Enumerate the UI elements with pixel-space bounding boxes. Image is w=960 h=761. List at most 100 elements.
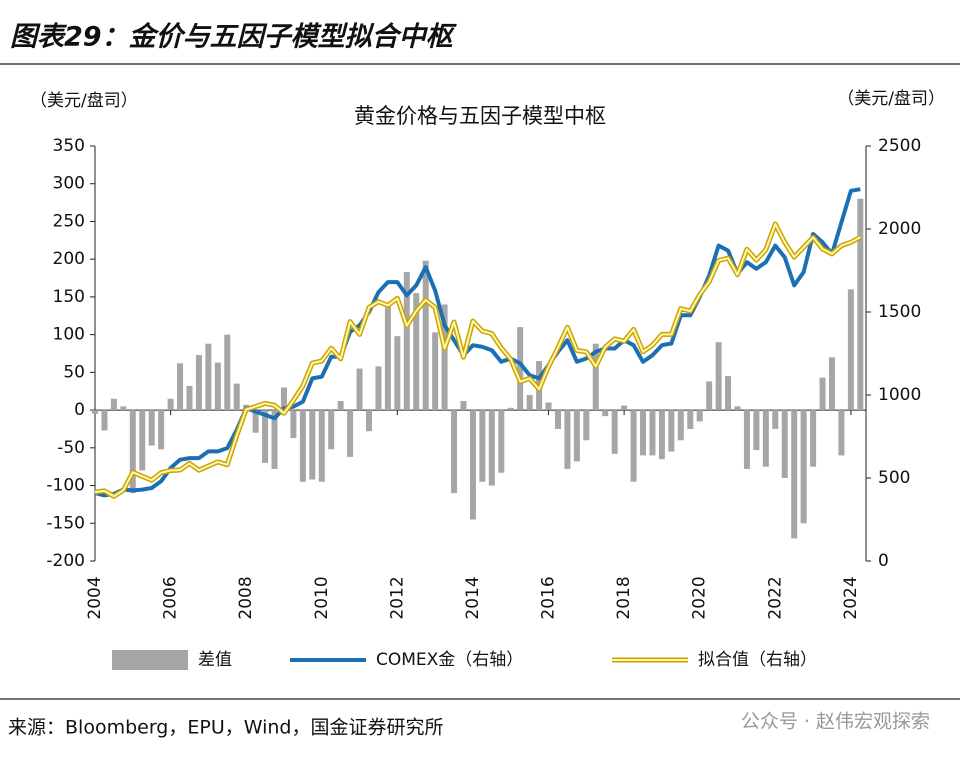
chart-title: 黄金价格与五因子模型中枢 — [354, 104, 606, 128]
legend-label: 差值 — [198, 650, 232, 670]
bar — [554, 410, 561, 429]
bar — [545, 402, 552, 411]
bar — [498, 410, 505, 473]
bar — [148, 410, 155, 446]
y-tick-label: 0 — [74, 400, 85, 420]
bar — [857, 198, 864, 411]
y-tick-label: 250 — [53, 211, 85, 231]
bar — [696, 410, 703, 422]
y-tick-label: -200 — [46, 551, 85, 571]
bar — [403, 272, 410, 411]
y-tick-label: -50 — [57, 438, 85, 458]
legend-label: COMEX金（右轴） — [376, 650, 523, 670]
bar — [299, 410, 306, 482]
bar — [460, 401, 467, 411]
bar — [800, 410, 807, 524]
bar — [715, 342, 722, 411]
bar — [158, 410, 165, 450]
bar — [838, 410, 845, 456]
bar — [630, 410, 637, 482]
bar — [186, 385, 193, 411]
bar — [734, 406, 741, 411]
bar — [252, 410, 259, 433]
y2-tick-label: 1500 — [878, 302, 921, 322]
bar — [224, 334, 231, 411]
y2-tick-label: 1000 — [878, 385, 921, 405]
bar — [573, 410, 580, 462]
bar — [469, 410, 476, 520]
source: 来源：Bloomberg，EPU，Wind，国金证券研究所 — [8, 717, 443, 739]
y2-axis-label: （美元/盘司） — [837, 89, 945, 109]
y2-tick-label: 2500 — [878, 136, 921, 156]
y2-tick-label: 500 — [878, 468, 910, 488]
bar — [375, 366, 382, 411]
header-title: 图表29：金价与五因子模型拟合中枢 — [10, 22, 458, 53]
x-tick-label: 2016 — [539, 576, 559, 619]
x-tick-label: 2022 — [765, 576, 785, 619]
bar — [743, 410, 750, 469]
bar — [649, 410, 656, 456]
bar — [262, 410, 269, 463]
bar — [847, 289, 854, 411]
bar — [828, 357, 835, 411]
y-tick-label: 150 — [53, 287, 85, 307]
bar — [432, 332, 439, 411]
bar — [583, 410, 590, 441]
bar — [526, 395, 533, 411]
bar — [611, 410, 618, 454]
bar — [640, 410, 647, 456]
bar — [233, 383, 240, 411]
bar — [658, 410, 665, 460]
bar — [129, 410, 136, 494]
bar — [356, 368, 363, 411]
bar — [167, 398, 174, 411]
bar — [271, 410, 278, 469]
bar — [205, 343, 212, 411]
x-tick-label: 2012 — [387, 576, 407, 619]
line — [94, 223, 861, 498]
bar — [781, 410, 788, 478]
bar — [214, 362, 221, 411]
bar — [413, 293, 420, 411]
bar — [517, 327, 524, 411]
bar — [101, 410, 108, 431]
bar — [668, 410, 675, 452]
x-tick-label: 2008 — [236, 576, 256, 619]
bar — [318, 410, 325, 482]
bar — [592, 343, 599, 411]
bar — [810, 410, 817, 467]
bar — [753, 410, 760, 451]
bar — [384, 304, 391, 411]
legend-label: 拟合值（右轴） — [698, 650, 817, 670]
y-tick-label: 350 — [53, 136, 85, 156]
x-tick-label: 2014 — [463, 576, 483, 619]
bar — [479, 410, 486, 482]
bar — [290, 410, 297, 439]
bar — [819, 377, 826, 411]
bar — [337, 401, 344, 411]
bar — [422, 260, 429, 411]
y-tick-label: -100 — [46, 476, 85, 496]
bar — [120, 406, 127, 411]
bar — [725, 376, 732, 411]
bar — [328, 410, 335, 450]
bar — [195, 355, 202, 411]
bar — [280, 387, 287, 411]
x-tick-label: 2020 — [690, 576, 710, 619]
x-tick-label: 2024 — [841, 576, 861, 619]
bar — [366, 410, 373, 432]
bar — [772, 410, 779, 429]
bar — [564, 410, 571, 469]
bar — [687, 410, 694, 429]
bar — [762, 410, 769, 467]
y2-tick-label: 2000 — [878, 219, 921, 239]
bar — [92, 410, 98, 414]
x-tick-label: 2010 — [312, 576, 332, 619]
bar — [451, 410, 458, 494]
bar — [602, 410, 609, 417]
legend-swatch — [112, 650, 188, 670]
y2-tick-label: 0 — [878, 551, 889, 571]
bar — [139, 410, 146, 471]
